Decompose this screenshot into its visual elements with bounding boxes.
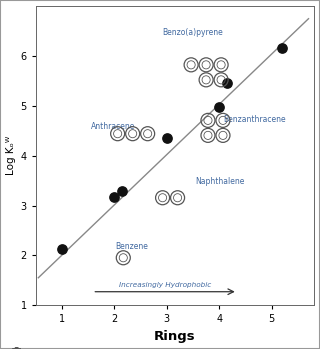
Point	[60, 246, 65, 252]
Text: Naphthalene: Naphthalene	[196, 177, 245, 186]
Text: Benzanthracene: Benzanthracene	[223, 115, 286, 124]
X-axis label: Rings: Rings	[154, 330, 196, 343]
Text: Benzene: Benzene	[116, 242, 148, 251]
Text: Anthracene: Anthracene	[91, 122, 135, 131]
Point	[225, 81, 230, 86]
Point	[280, 45, 285, 50]
Text: Increasingly Hydrophobic: Increasingly Hydrophobic	[119, 282, 211, 288]
Point	[164, 135, 169, 141]
Y-axis label: Log Kₒᵂ: Log Kₒᵂ	[6, 136, 16, 176]
Text: Benzo(a)pyrene: Benzo(a)pyrene	[163, 28, 223, 37]
Point	[112, 194, 117, 200]
Point	[217, 104, 222, 110]
Point	[120, 188, 125, 193]
